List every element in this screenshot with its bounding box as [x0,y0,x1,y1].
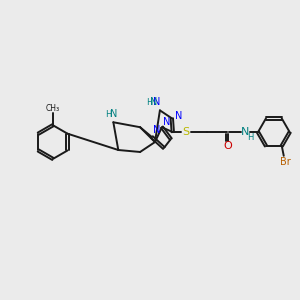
Text: CH₃: CH₃ [46,104,60,113]
Text: N: N [153,98,161,107]
Text: N: N [175,111,182,121]
Text: N: N [163,117,170,127]
Text: N: N [241,127,249,137]
Text: Br: Br [280,157,291,167]
Text: O: O [223,141,232,151]
Text: S: S [182,127,189,137]
Text: N: N [153,125,161,135]
Text: N: N [110,109,117,119]
Text: H: H [146,98,152,107]
Text: H: H [105,110,112,119]
Text: N: N [150,98,158,107]
Text: H: H [247,133,253,142]
